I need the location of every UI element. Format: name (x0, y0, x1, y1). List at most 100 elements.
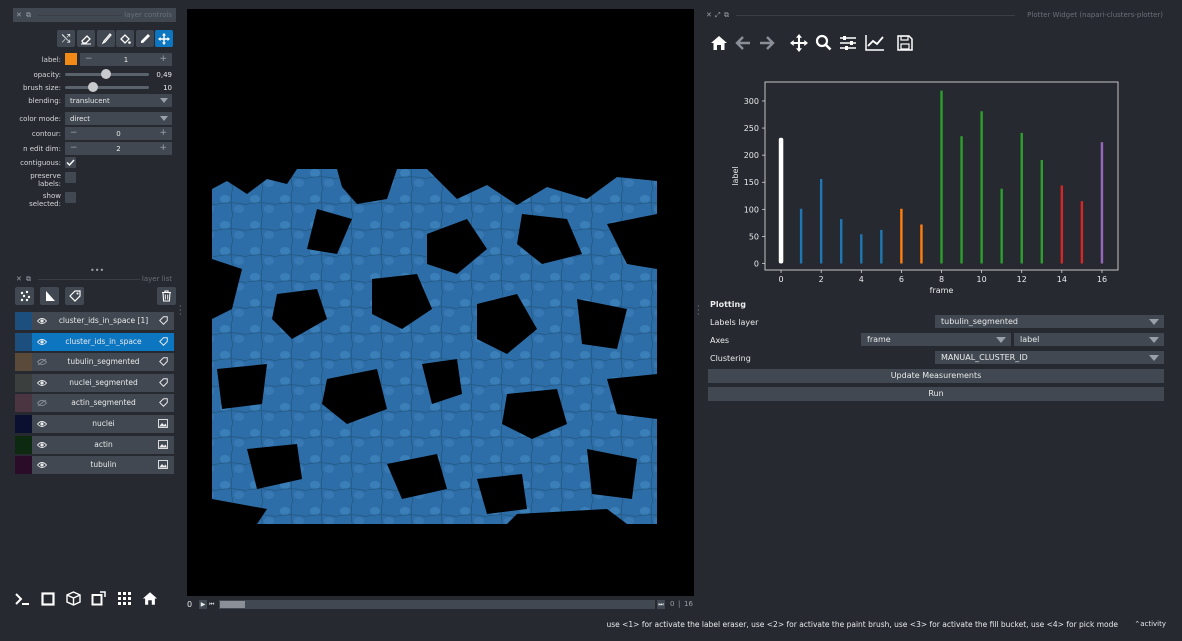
forward-arrow-icon[interactable] (759, 35, 775, 51)
eraser-button[interactable] (77, 30, 95, 47)
layer-name: nuclei (92, 419, 115, 428)
layer-row[interactable]: actin_segmented (15, 394, 174, 413)
layer-row[interactable]: cluster_ids_in_space (15, 332, 174, 351)
home-icon[interactable] (710, 35, 728, 51)
labels-layer-select[interactable]: tubulin_segmented (935, 315, 1164, 328)
increment-icon[interactable]: + (159, 143, 167, 153)
run-button[interactable]: Run (708, 387, 1164, 401)
label-tag-icon (68, 290, 81, 302)
shuffle-button[interactable]: ⤭ (57, 30, 75, 47)
decrement-icon[interactable]: − (85, 54, 93, 64)
increment-icon[interactable]: + (159, 54, 167, 64)
dims-slider-handle[interactable] (220, 601, 245, 608)
zoom-icon[interactable] (815, 34, 832, 51)
layer-row[interactable]: nuclei (15, 415, 174, 433)
configure-icon[interactable] (839, 35, 857, 51)
eye-icon[interactable] (36, 317, 48, 327)
delete-layer-button[interactable] (157, 287, 176, 305)
close-icon[interactable]: ✕ (706, 11, 712, 19)
preserve-labels-label-2: labels: (38, 180, 61, 188)
opacity-row: opacity: 0,49 (16, 68, 176, 82)
y-tick-label: 200 (744, 151, 759, 160)
activity-button[interactable]: ⌃activity (1134, 620, 1166, 628)
eye-icon[interactable] (36, 461, 48, 471)
blending-select[interactable]: translucent (65, 94, 172, 107)
update-measurements-button[interactable]: Update Measurements (708, 369, 1164, 383)
axes-x-value: frame (867, 335, 891, 344)
layer-row[interactable]: actin (15, 435, 174, 454)
square-button[interactable] (35, 589, 61, 611)
decrement-icon[interactable]: − (70, 143, 78, 153)
eye-icon[interactable] (36, 441, 48, 451)
console-button[interactable] (9, 589, 35, 611)
roll-button[interactable] (86, 589, 112, 611)
axes-x-select[interactable]: frame (861, 333, 1011, 346)
eye-icon[interactable] (36, 420, 48, 430)
float-icon[interactable]: ⧉ (26, 275, 31, 283)
fill-bucket-button[interactable] (116, 30, 134, 47)
layer-thumbnail (15, 353, 32, 372)
new-points-layer-button[interactable] (15, 287, 34, 305)
color-picker-button[interactable] (136, 30, 154, 47)
chart-bar (960, 136, 963, 264)
layer-row[interactable]: tubulin (15, 456, 174, 475)
cluster-plot[interactable]: 0 2 4 6 8 10 12 14 16 0 50 100 150 200 250 300 frame labe… (706, 70, 1166, 300)
increment-icon[interactable]: + (159, 128, 167, 138)
expand-icon[interactable]: ⤢ (715, 11, 721, 19)
axes-y-select[interactable]: label (1014, 333, 1164, 346)
brush-size-slider-handle[interactable] (88, 82, 99, 92)
layer-thumbnail (15, 394, 32, 413)
new-shapes-layer-button[interactable] (40, 287, 59, 305)
clustering-select[interactable]: MANUAL_CLUSTER_ID (935, 351, 1164, 364)
show-selected-checkbox[interactable] (65, 192, 76, 203)
opacity-slider-handle[interactable] (101, 69, 112, 79)
edit-axis-icon[interactable] (865, 34, 885, 51)
splitter-handle[interactable]: · · · (697, 302, 700, 319)
eye-closed-icon[interactable] (36, 358, 48, 368)
chart-bar (1060, 185, 1064, 264)
label-tag-icon (159, 398, 168, 409)
preserve-labels-checkbox[interactable] (65, 172, 76, 183)
eye-closed-icon[interactable] (36, 399, 48, 409)
label-color-swatch[interactable] (65, 53, 77, 65)
save-icon[interactable] (897, 35, 913, 51)
chart-bar (980, 111, 983, 264)
layer-row[interactable]: cluster_ids_in_space [1] (15, 312, 174, 330)
chevron-down-icon (1149, 319, 1159, 325)
step-forward-icon[interactable]: ⏭ (657, 600, 665, 609)
float-icon[interactable]: ⧉ (724, 11, 729, 19)
color-mode-select[interactable]: direct (65, 112, 172, 125)
back-arrow-icon[interactable] (735, 35, 751, 51)
chevron-down-icon (996, 337, 1006, 343)
n-edit-dim-spinbox[interactable]: − 2 + (65, 142, 172, 155)
eye-icon[interactable] (36, 379, 48, 389)
play-icon[interactable]: ▶ (199, 600, 207, 609)
close-icon[interactable]: ✕ (16, 275, 22, 283)
contour-spinbox[interactable]: − 0 + (65, 127, 172, 140)
home-button[interactable] (137, 589, 163, 611)
splitter-handle[interactable]: ••• (90, 266, 105, 275)
contiguous-checkbox[interactable] (65, 157, 76, 168)
splitter-handle[interactable]: · · · (179, 302, 182, 319)
layer-row[interactable]: tubulin_segmented (15, 353, 174, 372)
grid-button[interactable] (111, 589, 137, 611)
decrement-icon[interactable]: − (70, 128, 78, 138)
eye-icon[interactable] (36, 338, 48, 348)
layer-row[interactable]: nuclei_segmented (15, 373, 174, 392)
pan-zoom-button[interactable] (155, 30, 173, 47)
opacity-value: 0,49 (156, 71, 172, 79)
3d-cube-button[interactable] (60, 589, 86, 611)
pan-icon[interactable] (790, 34, 808, 52)
step-back-icon[interactable]: ⏮ (209, 601, 215, 608)
chart-bar (799, 208, 803, 264)
show-selected-label-1: show (42, 192, 61, 200)
dims-slider-track[interactable] (219, 600, 655, 609)
new-labels-layer-button[interactable] (65, 287, 84, 305)
label-spinbox[interactable]: − 1 + (80, 53, 172, 66)
brush-size-slider-track[interactable] (65, 86, 149, 89)
close-icon[interactable]: ✕ (16, 11, 22, 19)
paint-brush-button[interactable] (97, 30, 115, 47)
canvas[interactable] (187, 9, 694, 596)
chevron-down-icon (1149, 337, 1159, 343)
float-icon[interactable]: ⧉ (26, 11, 31, 19)
